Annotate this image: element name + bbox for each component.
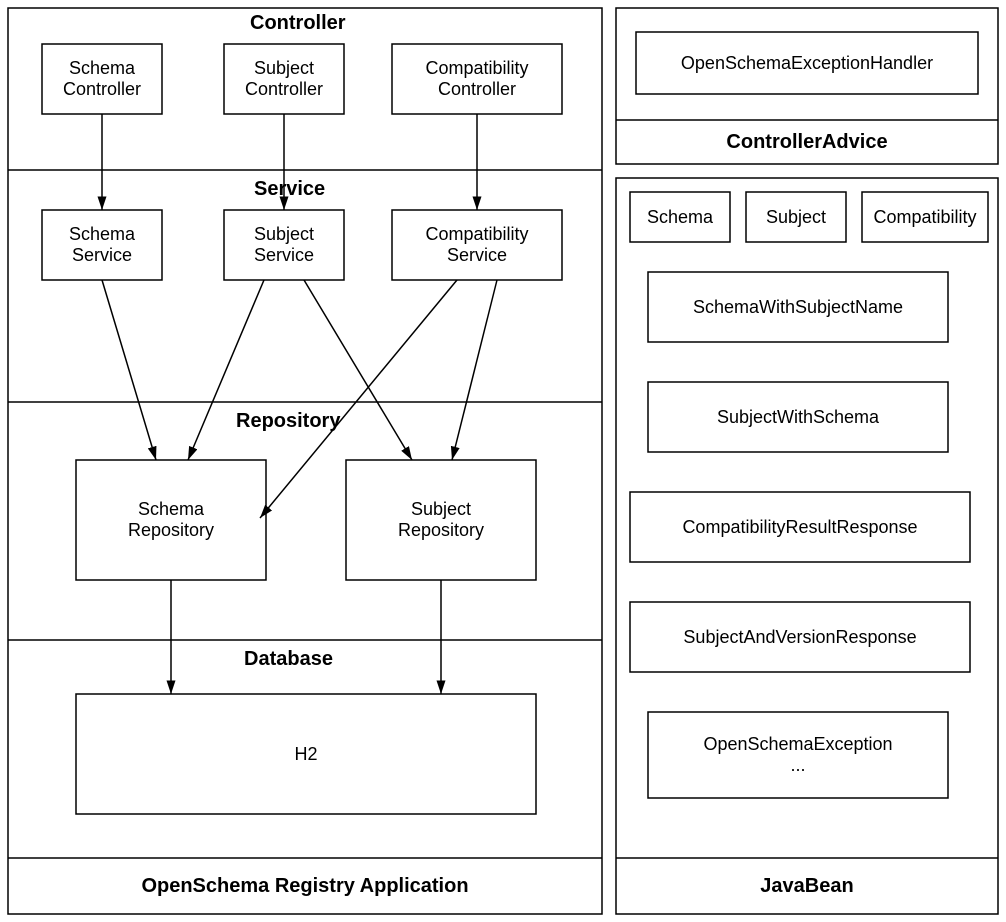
architecture-diagram	[0, 0, 1006, 922]
database-title: Database	[244, 648, 333, 671]
service-title: Service	[254, 178, 325, 201]
repository-title: Repository	[236, 410, 340, 433]
controller-title: Controller	[250, 12, 346, 35]
